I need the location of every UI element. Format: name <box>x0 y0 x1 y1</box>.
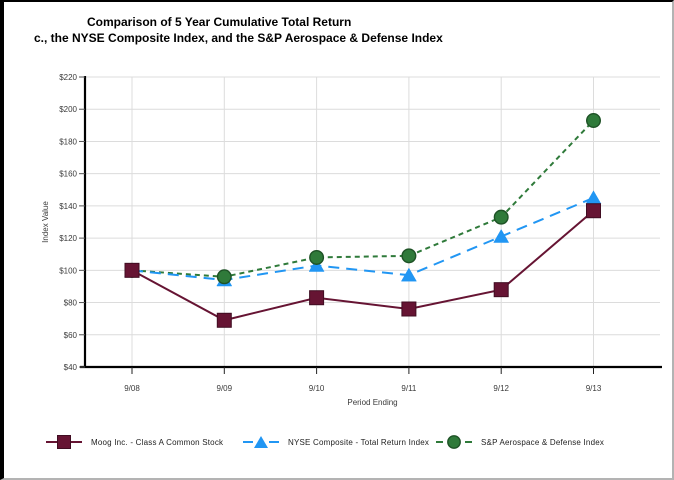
legend-label-sp-aerospace: S&P Aerospace & Defense Index <box>481 437 605 447</box>
legend-entry-sp-aerospace: S&P Aerospace & Defense Index <box>435 433 604 451</box>
data-point-0-9/08 <box>124 262 140 278</box>
data-point-0-9/10 <box>309 290 325 306</box>
data-point-2-9/12 <box>493 209 509 225</box>
series-line-1 <box>131 196 594 282</box>
y-tick-label: $200 <box>59 105 77 114</box>
data-point-2-9/11 <box>401 248 417 264</box>
y-axis-title: Index Value <box>41 201 50 243</box>
x-axis-title: Period Ending <box>347 398 397 407</box>
y-tick-label: $180 <box>59 137 77 146</box>
y-tick-label: $60 <box>64 331 78 340</box>
data-point-2-9/09 <box>216 269 232 285</box>
y-tick-label: $120 <box>59 234 77 243</box>
data-point-0-9/13 <box>586 203 601 219</box>
data-point-0-9/11 <box>401 301 417 317</box>
data-point-2-9/10 <box>309 249 325 265</box>
x-tick-label: 9/11 <box>401 384 417 393</box>
x-tick-label: 9/10 <box>309 384 325 393</box>
x-tick-label: 9/12 <box>493 384 509 393</box>
series-line-2 <box>131 119 595 278</box>
legend-label-moog: Moog Inc. - Class A Common Stock <box>91 437 224 447</box>
data-point-1-9/13 <box>585 190 602 205</box>
chart-title-line1: Comparison of 5 Year Cumulative Total Re… <box>87 15 352 29</box>
legend-swatch-sp-circle-icon <box>436 435 472 449</box>
legend-swatch-moog-square-icon <box>46 435 82 449</box>
data-point-0-9/12 <box>493 282 509 298</box>
data-point-1-9/12 <box>493 228 510 243</box>
legend-label-nyse: NYSE Composite - Total Return Index <box>288 437 430 447</box>
chart-svg: $40 $60 $80 $100 $120 $140 $160 $180 $200 $220 9/0… <box>41 73 662 407</box>
legend-entry-moog: Moog Inc. - Class A Common Stock <box>45 433 223 451</box>
chart-title-line2: c., the NYSE Composite Index, and the S&… <box>34 31 443 45</box>
y-tick-label: $160 <box>59 170 77 179</box>
data-point-1-9/11 <box>400 267 417 282</box>
x-tick-label: 9/09 <box>217 384 233 393</box>
y-tick-label: $220 <box>59 73 77 82</box>
x-tick-label: 9/08 <box>124 384 140 393</box>
legend-marker-square <box>57 435 71 449</box>
legend-entry-nyse: NYSE Composite - Total Return Index <box>242 433 429 451</box>
data-point-2-9/13 <box>586 112 602 128</box>
data-point-1-9/10 <box>308 257 325 272</box>
legend-marker-circle <box>447 435 461 449</box>
legend-swatch-nyse-triangle-icon <box>243 436 279 448</box>
series-line-0 <box>131 209 595 322</box>
data-point-0-9/09 <box>216 312 232 328</box>
y-tick-label: $140 <box>59 202 77 211</box>
x-tick-label: 9/13 <box>586 384 602 393</box>
legend-marker-triangle <box>254 436 268 448</box>
y-tick-label: $100 <box>59 266 77 275</box>
y-tick-label: $80 <box>64 299 78 308</box>
y-tick-label: $40 <box>64 363 78 372</box>
